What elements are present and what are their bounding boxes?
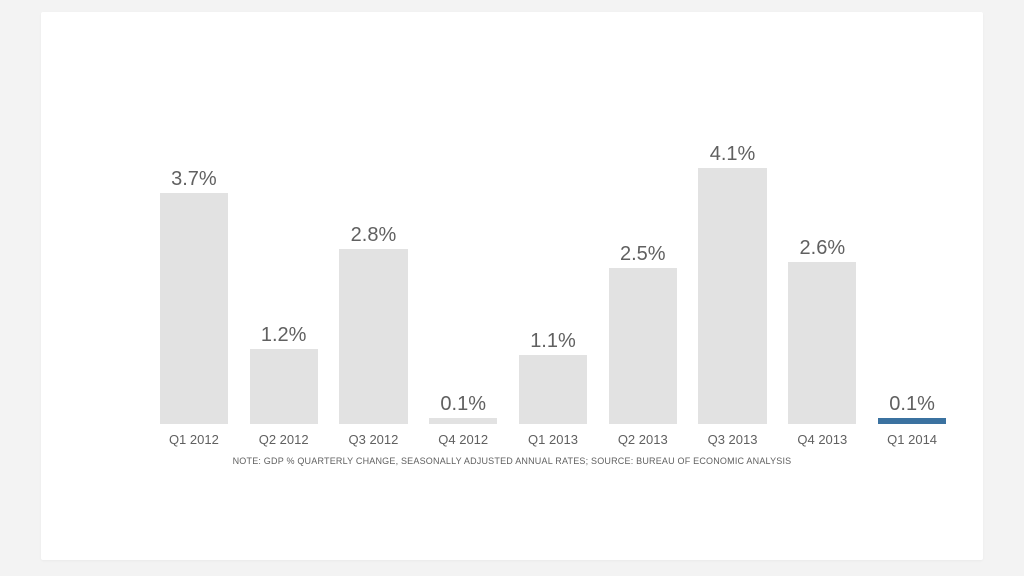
x-axis-tick-label: Q3 2013 xyxy=(688,432,778,447)
bar-slot: 4.1% xyxy=(698,140,766,424)
bar-value-label: 2.5% xyxy=(620,243,666,266)
x-axis-tick-label: Q2 2013 xyxy=(598,432,688,447)
x-axis-tick-label: Q4 2012 xyxy=(418,432,508,447)
bar-plot-area: 3.7% 1.2% 2.8% 0.1% 1.1% 2.5% 4.1% 2.6% 0.1% xyxy=(149,140,957,424)
bar xyxy=(160,193,228,424)
bar-value-label: 1.1% xyxy=(530,330,576,353)
bar-slot: 1.2% xyxy=(250,140,318,424)
bar-slot: 0.1% xyxy=(878,140,946,424)
bar xyxy=(429,418,497,424)
bar-slot: 2.8% xyxy=(339,140,407,424)
bar-slot: 3.7% xyxy=(160,140,228,424)
bar-value-label: 3.7% xyxy=(171,168,217,191)
bar-value-label: 0.1% xyxy=(440,393,486,416)
x-axis-tick-label: Q2 2012 xyxy=(239,432,329,447)
bar-slot: 2.6% xyxy=(788,140,856,424)
bar-value-label: 1.2% xyxy=(261,324,307,347)
bar-value-label: 4.1% xyxy=(710,143,756,166)
bar xyxy=(519,355,587,424)
bar-slot: 1.1% xyxy=(519,140,587,424)
bar-highlight xyxy=(878,418,946,424)
bar-value-label: 0.1% xyxy=(889,393,935,416)
bar xyxy=(788,262,856,424)
bar xyxy=(609,268,677,424)
x-axis-labels: Q1 2012Q2 2012Q3 2012Q4 2012Q1 2013Q2 20… xyxy=(149,432,957,452)
x-axis-tick-label: Q3 2012 xyxy=(329,432,419,447)
bar xyxy=(698,168,766,424)
x-axis-tick-label: Q1 2013 xyxy=(508,432,598,447)
bar-slot: 2.5% xyxy=(609,140,677,424)
chart-footnote: NOTE: GDP % QUARTERLY CHANGE, SEASONALLY… xyxy=(41,456,983,466)
x-axis-tick-label: Q4 2013 xyxy=(777,432,867,447)
bar-slot: 0.1% xyxy=(429,140,497,424)
bar xyxy=(250,349,318,424)
bar-value-label: 2.8% xyxy=(351,224,397,247)
chart-footnote-text: NOTE: GDP % QUARTERLY CHANGE, SEASONALLY… xyxy=(233,456,792,466)
bar-value-label: 2.6% xyxy=(800,237,846,260)
x-axis-tick-label: Q1 2012 xyxy=(149,432,239,447)
bar xyxy=(339,249,407,424)
chart-card: 3.7% 1.2% 2.8% 0.1% 1.1% 2.5% 4.1% 2.6% 0.1% Q1 … xyxy=(41,12,983,560)
x-axis-tick-label: Q1 2014 xyxy=(867,432,957,447)
